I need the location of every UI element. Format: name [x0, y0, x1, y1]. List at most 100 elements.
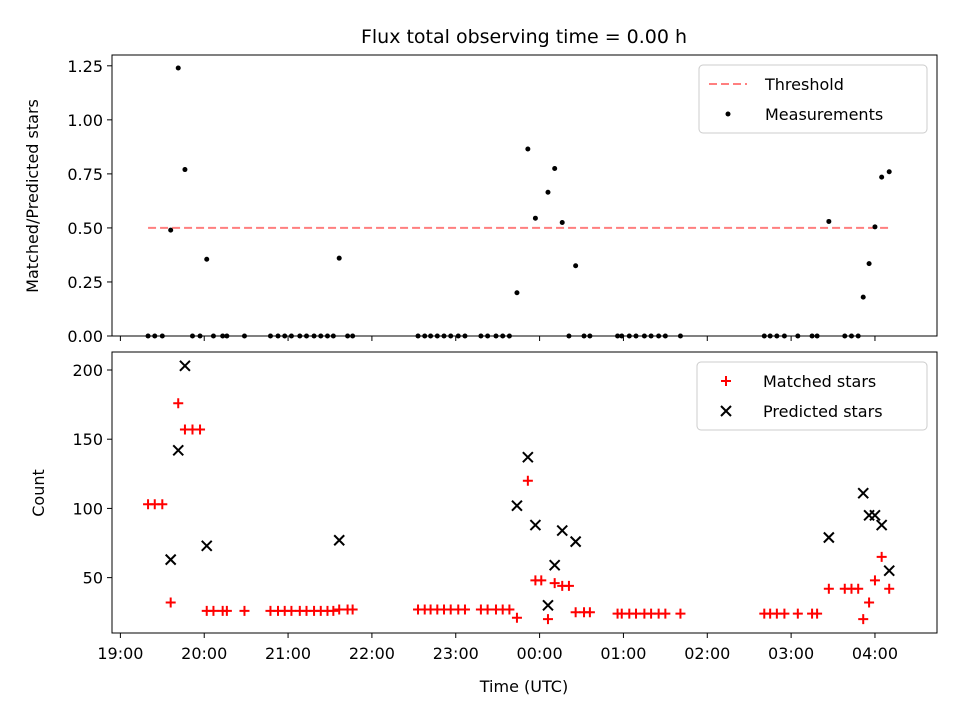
x-tick-label: 23:00: [433, 644, 479, 663]
data-point: [569, 535, 582, 548]
data-point: [886, 169, 892, 175]
data-point: [566, 333, 572, 339]
y-tick-label: 0.50: [67, 219, 103, 238]
data-point: [876, 551, 887, 562]
data-point: [267, 333, 273, 339]
data-point: [336, 255, 342, 261]
data-point: [500, 333, 506, 339]
data-point: [485, 333, 491, 339]
data-point: [428, 333, 434, 339]
data-point: [304, 333, 310, 339]
legend-label: Predicted stars: [763, 402, 883, 421]
data-point: [587, 333, 593, 339]
data-point: [189, 333, 195, 339]
data-point: [511, 499, 523, 512]
data-point: [204, 256, 210, 262]
data-point: [175, 65, 181, 71]
data-point: [504, 604, 515, 615]
legend-box: [698, 64, 928, 134]
data-point: [823, 531, 835, 544]
data-point: [677, 333, 683, 339]
x-tick-label: 00:00: [517, 644, 563, 663]
data-point: [282, 333, 288, 339]
data-point: [511, 612, 522, 623]
data-point: [459, 604, 470, 615]
data-point: [514, 290, 520, 296]
data-point: [328, 605, 339, 616]
legend-label: Matched stars: [763, 372, 876, 391]
data-point: [883, 565, 895, 577]
data-point: [350, 333, 356, 339]
data-point: [559, 220, 565, 226]
data-point: [330, 333, 336, 339]
data-point: [441, 333, 447, 339]
legend: Threshold Measurements: [698, 64, 928, 134]
data-point: [872, 224, 878, 230]
data-point: [848, 333, 854, 339]
data-point: [347, 604, 358, 615]
data-point: [195, 424, 206, 435]
data-point: [448, 333, 454, 339]
data-point: [197, 333, 203, 339]
x-tick-label: 01:00: [600, 644, 646, 663]
data-point: [311, 333, 317, 339]
data-point: [275, 333, 281, 339]
data-point: [522, 475, 533, 486]
data-point: [879, 174, 885, 180]
data-point: [532, 215, 538, 221]
data-point: [656, 333, 662, 339]
data-point: [165, 597, 176, 608]
data-point: [875, 519, 888, 531]
data-point: [168, 227, 174, 233]
data-point: [633, 333, 639, 339]
data-point: [434, 333, 440, 339]
data-point: [619, 333, 625, 339]
data-point: [201, 540, 213, 552]
data-point: [415, 333, 421, 339]
data-point: [455, 333, 461, 339]
data-point: [478, 333, 484, 339]
x-tick-label: 02:00: [684, 644, 730, 663]
data-point: [542, 599, 554, 612]
data-point: [208, 605, 219, 616]
data-point: [288, 333, 294, 339]
y-tick-label: 150: [72, 430, 103, 449]
data-point: [334, 604, 345, 615]
series-measurements: [145, 65, 892, 339]
data-point: [860, 294, 866, 300]
data-point: [857, 487, 869, 499]
data-point: [482, 604, 493, 615]
data-point: [858, 614, 869, 625]
data-point: [152, 333, 158, 339]
data-point: [795, 333, 801, 339]
data-point: [556, 524, 568, 537]
data-point: [182, 167, 188, 173]
data-point: [814, 333, 820, 339]
plot-frame: [111, 351, 938, 634]
data-point: [767, 333, 773, 339]
data-point: [774, 333, 780, 339]
x-tick-label: 21:00: [265, 644, 311, 663]
data-point: [869, 575, 880, 586]
data-point: [549, 578, 560, 589]
data-point: [779, 608, 790, 619]
data-point: [345, 333, 351, 339]
data-point: [529, 519, 542, 531]
legend-label: Measurements: [765, 105, 883, 124]
data-point: [823, 583, 834, 594]
data-point: [563, 580, 574, 591]
data-point: [761, 333, 767, 339]
legend: Matched stars Predicted stars: [696, 361, 928, 431]
data-point: [172, 444, 184, 456]
x-tick-label: 03:00: [768, 644, 814, 663]
series-predicted-stars: [164, 360, 895, 612]
data-point: [869, 509, 881, 522]
data-point: [210, 333, 216, 339]
legend-symbol: [725, 111, 731, 117]
data-point: [855, 333, 861, 339]
data-point: [548, 559, 561, 571]
data-point: [164, 553, 177, 566]
y-tick-label: 100: [72, 499, 103, 518]
data-point: [792, 608, 803, 619]
data-point: [422, 333, 428, 339]
